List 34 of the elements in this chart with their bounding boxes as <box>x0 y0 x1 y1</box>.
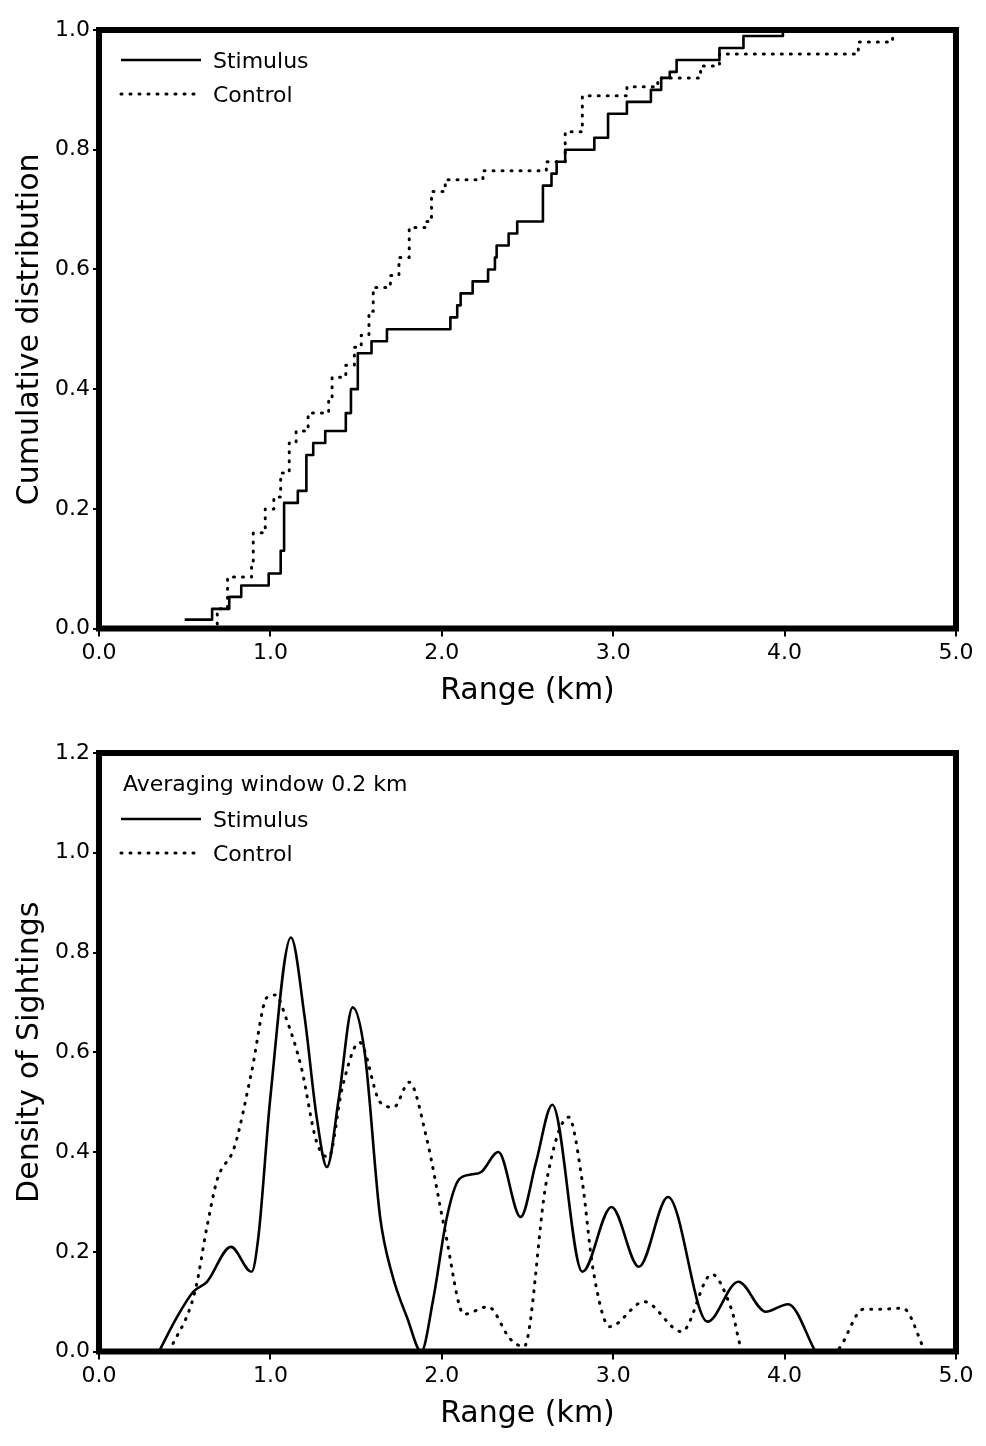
y-tick-label: 0.4 <box>54 374 90 400</box>
y-tick-label: 0.0 <box>54 614 90 640</box>
y-tick-label: 0.2 <box>54 494 90 520</box>
x-tick-label: 0.0 <box>81 1361 117 1387</box>
x-tick-label: 0.0 <box>81 638 117 664</box>
x-axis-title: Range (km) <box>440 670 615 706</box>
x-tick-label: 1.0 <box>252 1361 288 1387</box>
x-tick-label: 2.0 <box>424 638 460 664</box>
legend-label: Control <box>212 82 293 107</box>
x-tick-label: 1.0 <box>252 638 288 664</box>
y-axis-title: Cumulative distribution <box>9 153 45 506</box>
x-tick-label: 4.0 <box>767 638 803 664</box>
y-tick-label: 0.0 <box>54 1337 90 1363</box>
y-tick-label: 0.4 <box>54 1137 90 1163</box>
legend-label: Control <box>212 841 293 866</box>
y-tick-label: 0.8 <box>54 938 90 964</box>
y-tick-label: 0.2 <box>54 1237 90 1263</box>
y-tick-label: 1.2 <box>54 738 90 764</box>
y-tick-label: 1.0 <box>54 15 90 41</box>
x-tick-label: 2.0 <box>424 1361 460 1387</box>
x-tick-label: 4.0 <box>767 1361 803 1387</box>
x-axis-title: Range (km) <box>440 1393 615 1429</box>
annotation: Averaging window 0.2 km <box>122 771 408 796</box>
y-tick-label: 1.0 <box>54 838 90 864</box>
x-tick-label: 3.0 <box>595 1361 631 1387</box>
y-tick-label: 0.8 <box>54 135 90 161</box>
legend-label: Stimulus <box>212 807 309 832</box>
y-axis-title: Density of Sightings <box>9 901 45 1203</box>
y-tick-label: 0.6 <box>54 1038 90 1064</box>
x-tick-label: 3.0 <box>595 638 631 664</box>
legend-label: Stimulus <box>212 48 309 73</box>
x-tick-label: 5.0 <box>938 1361 974 1387</box>
x-tick-label: 5.0 <box>938 638 974 664</box>
y-tick-label: 0.6 <box>54 255 90 281</box>
